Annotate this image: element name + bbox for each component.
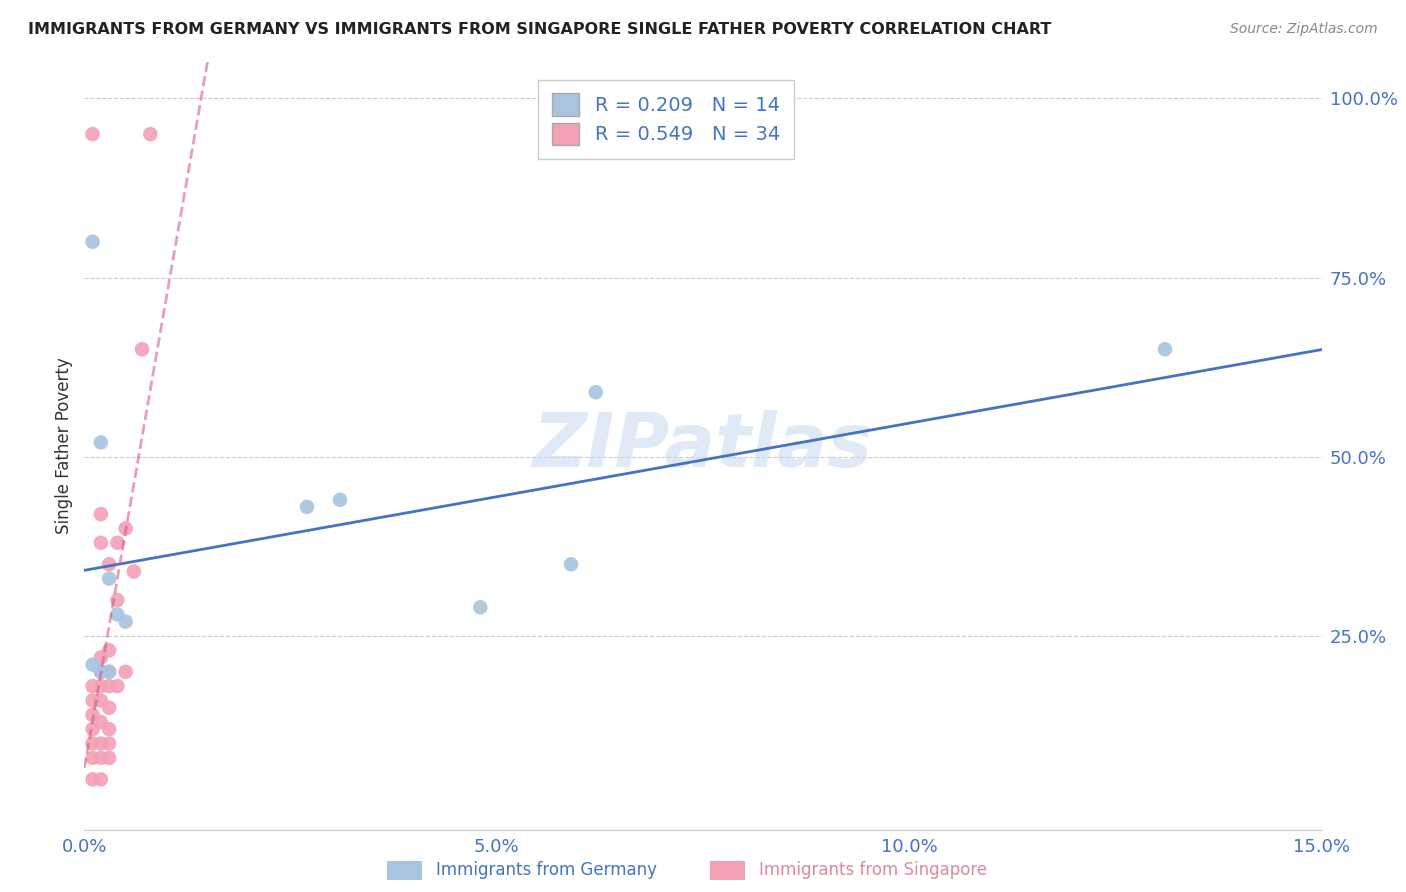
Point [98, 722, 121, 736]
Point [82, 657, 104, 672]
Point [90, 772, 112, 787]
Point [82, 751, 104, 765]
Point [585, 385, 607, 400]
Legend: R = 0.209   N = 14, R = 0.549   N = 34: R = 0.209 N = 14, R = 0.549 N = 34 [538, 79, 793, 159]
Point [105, 536, 128, 550]
Point [139, 127, 162, 141]
Point [90, 693, 112, 707]
Point [98, 665, 121, 679]
Point [82, 679, 104, 693]
Point [1154, 342, 1177, 356]
Text: Source: ZipAtlas.com: Source: ZipAtlas.com [1230, 22, 1378, 37]
Point [90, 507, 112, 521]
Point [90, 665, 112, 679]
Point [82, 772, 104, 787]
Point [90, 536, 112, 550]
Point [131, 342, 153, 356]
Point [90, 650, 112, 665]
Point [98, 737, 121, 751]
Point [114, 615, 136, 629]
Point [105, 593, 128, 607]
Point [470, 600, 492, 615]
Text: Immigrants from Germany: Immigrants from Germany [436, 861, 657, 879]
Point [98, 643, 121, 657]
Point [98, 665, 121, 679]
Point [122, 565, 145, 579]
Point [114, 665, 136, 679]
Point [82, 722, 104, 736]
Point [114, 521, 136, 535]
Point [98, 558, 121, 572]
Point [98, 572, 121, 586]
Text: IMMIGRANTS FROM GERMANY VS IMMIGRANTS FROM SINGAPORE SINGLE FATHER POVERTY CORRE: IMMIGRANTS FROM GERMANY VS IMMIGRANTS FR… [28, 22, 1052, 37]
Point [98, 679, 121, 693]
Point [90, 737, 112, 751]
Point [90, 714, 112, 729]
Point [98, 751, 121, 765]
Text: Immigrants from Singapore: Immigrants from Singapore [759, 861, 987, 879]
Point [90, 679, 112, 693]
Point [105, 607, 128, 622]
Text: ZIPatlas: ZIPatlas [533, 409, 873, 483]
Point [90, 751, 112, 765]
Point [82, 693, 104, 707]
Point [90, 435, 112, 450]
Point [98, 700, 121, 714]
Y-axis label: Single Father Poverty: Single Father Poverty [55, 358, 73, 534]
Point [82, 235, 104, 249]
Point [329, 492, 352, 507]
Point [82, 737, 104, 751]
Point [105, 679, 128, 693]
Point [295, 500, 318, 514]
Point [82, 707, 104, 722]
Point [90, 665, 112, 679]
Point [560, 558, 582, 572]
Point [82, 127, 104, 141]
